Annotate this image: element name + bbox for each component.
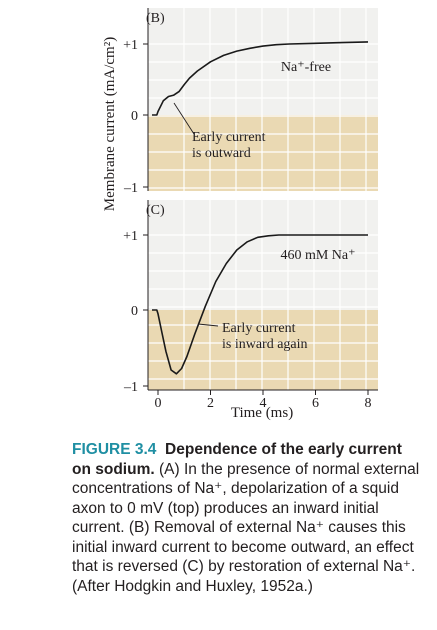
x-tick-label: 2 — [207, 396, 214, 411]
figure-number: FIGURE 3.4 — [72, 441, 157, 458]
figure-title: Dependence of the early current on sodiu… — [72, 441, 402, 478]
x-tick-label: 8 — [365, 396, 372, 411]
x-tick-label: 6 — [312, 396, 319, 411]
annotation-text-c: Early current — [222, 321, 296, 336]
y-tick-label: +1 — [123, 229, 138, 244]
y-tick-label: –1 — [123, 181, 138, 196]
caption-body: (A) In the presence of normal external c… — [72, 460, 420, 595]
figure-canvas: Membrane current (mA/cm²) +1 0 –1 (B) Na⁺-fr… — [102, 8, 378, 421]
x-axis-label: Time (ms) — [231, 405, 293, 421]
current-trace-c — [152, 234, 368, 375]
annotation-leader-c — [197, 323, 219, 327]
figure-caption: FIGURE 3.4 Dependence of the early curre… — [72, 440, 424, 596]
annotation-text-c: is inward again — [222, 337, 308, 352]
annotation-text-b: Early current — [192, 130, 266, 145]
annotation-leader-b — [173, 102, 195, 135]
panel-label-b: (B) — [146, 11, 165, 26]
x-tick-label: 0 — [155, 396, 162, 411]
y-tick-label: +1 — [123, 38, 138, 53]
current-trace-b — [152, 41, 369, 116]
x-tick-label: 4 — [260, 396, 267, 411]
annotation-text-b: is outward — [192, 146, 251, 161]
y-tick-label: 0 — [131, 109, 138, 124]
y-tick-label: 0 — [131, 304, 138, 319]
y-axis-label: Membrane current (mA/cm²) — [102, 37, 118, 211]
y-tick-label: –1 — [123, 380, 138, 395]
x-axis: 0 2 4 6 8 — [148, 389, 378, 411]
series-label-c: 460 mM Na⁺ — [280, 248, 355, 263]
series-label-b: Na⁺-free — [281, 60, 331, 75]
lower-band — [148, 115, 378, 191]
panel-label-c: (C) — [146, 203, 165, 218]
